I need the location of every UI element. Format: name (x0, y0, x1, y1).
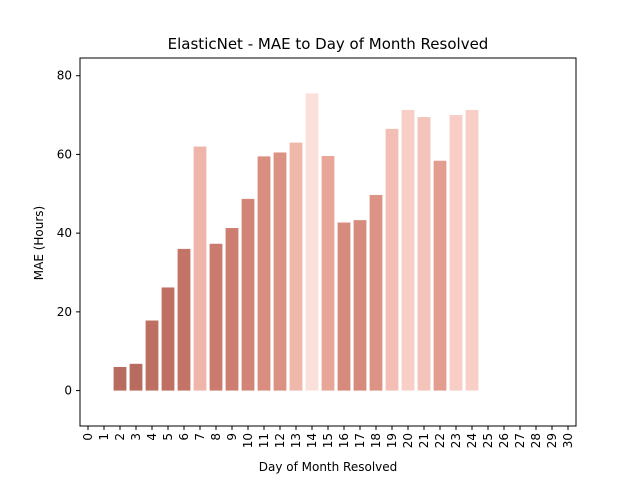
x-tick-label: 23 (449, 433, 463, 448)
x-tick-label: 14 (305, 433, 319, 448)
bar-day-20 (401, 109, 415, 391)
chart-title: ElasticNet - MAE to Day of Month Resolve… (168, 35, 489, 53)
x-axis-title: Day of Month Resolved (259, 460, 398, 474)
x-tick-label: 16 (337, 433, 351, 448)
y-tick-label: 0 (64, 384, 72, 398)
bar-day-4 (145, 320, 159, 391)
bar-day-19 (385, 128, 399, 391)
x-tick-label: 19 (385, 433, 399, 448)
bar-day-12 (273, 152, 287, 391)
bar-day-9 (225, 228, 239, 391)
y-tick-label: 80 (57, 69, 72, 83)
x-axis-ticks: 0 1 2 3 4 5 6 7 8 9 10 11 12 13 14 15 16 17 18 19 20 21 22 23 24… (81, 426, 575, 448)
x-tick-label: 20 (401, 433, 415, 448)
bar-day-23 (449, 115, 463, 391)
x-tick-label: 15 (321, 433, 335, 448)
x-tick-label: 25 (481, 433, 495, 448)
bar-day-21 (417, 117, 431, 391)
x-tick-label: 17 (353, 433, 367, 448)
bar-day-24 (465, 109, 479, 391)
x-tick-label: 7 (193, 433, 207, 441)
y-axis-ticks: 0 20 40 60 80 (57, 69, 80, 398)
x-tick-label: 22 (433, 433, 447, 448)
x-tick-label: 24 (465, 433, 479, 448)
x-tick-label: 26 (497, 433, 511, 448)
x-tick-label: 4 (145, 433, 159, 441)
bar-day-22 (433, 160, 447, 391)
bar-day-16 (337, 222, 351, 391)
x-tick-label: 3 (129, 433, 143, 441)
bar-day-6 (177, 248, 191, 391)
x-tick-label: 8 (209, 433, 223, 441)
y-tick-label: 20 (57, 305, 72, 319)
x-tick-label: 11 (257, 433, 271, 448)
x-tick-label: 1 (97, 433, 111, 441)
bars-layer (113, 93, 479, 391)
x-tick-label: 21 (417, 433, 431, 448)
bar-day-17 (353, 220, 367, 391)
x-tick-label: 30 (561, 433, 575, 448)
x-tick-label: 9 (225, 433, 239, 441)
bar-day-14 (305, 93, 319, 391)
bar-day-10 (241, 198, 255, 391)
bar-day-11 (257, 156, 271, 391)
bar-day-18 (369, 194, 383, 391)
x-tick-label: 27 (513, 433, 527, 448)
x-tick-label: 5 (161, 433, 175, 441)
x-tick-label: 2 (113, 433, 127, 441)
bar-day-5 (161, 287, 175, 391)
x-tick-label: 12 (273, 433, 287, 448)
bar-day-13 (289, 142, 303, 391)
y-axis-title: MAE (Hours) (32, 206, 46, 280)
x-tick-label: 6 (177, 433, 191, 441)
x-tick-label: 18 (369, 433, 383, 448)
bar-day-7 (193, 146, 207, 391)
bar-day-8 (209, 243, 223, 391)
x-tick-label: 13 (289, 433, 303, 448)
x-tick-label: 28 (529, 433, 543, 448)
bar-day-2 (113, 366, 127, 391)
bar-day-3 (129, 363, 143, 391)
x-tick-label: 0 (81, 433, 95, 441)
y-tick-label: 60 (57, 147, 72, 161)
bar-day-15 (321, 156, 335, 391)
y-tick-label: 40 (57, 226, 72, 240)
x-tick-label: 10 (241, 433, 255, 448)
x-tick-label: 29 (545, 433, 559, 448)
